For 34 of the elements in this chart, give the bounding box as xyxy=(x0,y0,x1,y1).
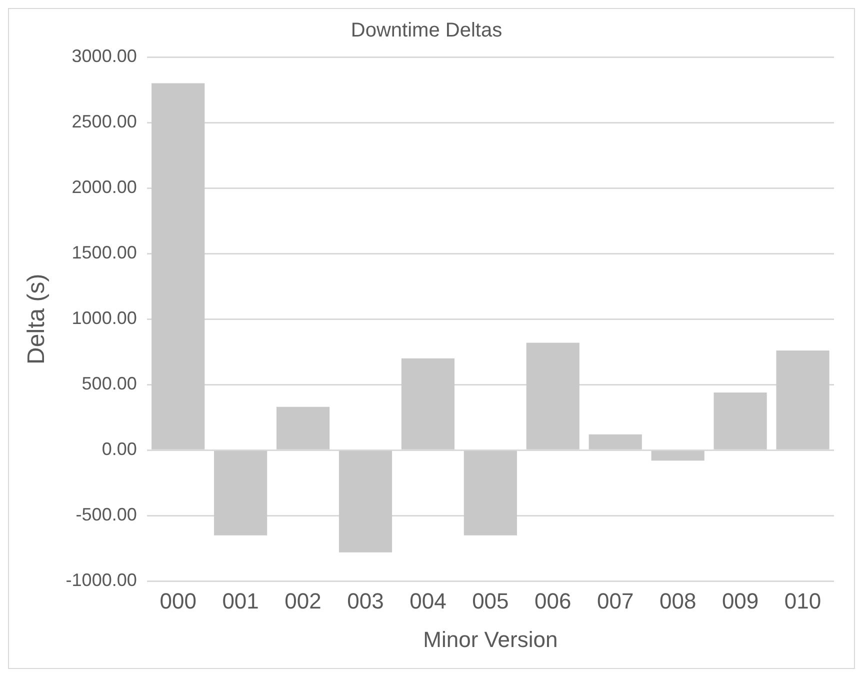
y-tick-label: 500.00 xyxy=(82,374,137,394)
bar xyxy=(152,83,205,450)
y-axis-title: Delta (s) xyxy=(23,274,50,364)
x-tick-label: 003 xyxy=(347,588,384,614)
x-tick-label: 010 xyxy=(784,588,822,614)
bar xyxy=(776,350,830,450)
bar xyxy=(401,358,455,450)
bar xyxy=(588,434,642,450)
x-tick-label: 007 xyxy=(597,588,634,614)
x-tick-label: 005 xyxy=(472,588,509,614)
bar xyxy=(338,450,392,552)
bar xyxy=(214,450,268,536)
y-tick-label: 1500.00 xyxy=(72,242,137,263)
x-tick-label: 006 xyxy=(534,588,572,614)
x-tick-label: 000 xyxy=(160,588,196,614)
x-tick-label: 002 xyxy=(284,588,322,614)
y-tick-label: -500.00 xyxy=(76,504,137,525)
y-tick-label: 2500.00 xyxy=(72,111,137,132)
y-tick-label: 1000.00 xyxy=(72,308,137,328)
x-axis-title: Minor Version xyxy=(423,626,558,652)
y-tick-label: 2000.00 xyxy=(72,177,137,198)
bar xyxy=(651,450,704,461)
chart-title: Downtime Deltas xyxy=(350,20,502,42)
x-tick-label: 009 xyxy=(722,588,759,614)
x-tick-label: 004 xyxy=(410,588,446,614)
y-tick-label: -1000.00 xyxy=(66,570,137,590)
x-tick-label: 008 xyxy=(659,588,696,614)
x-tick-label: 001 xyxy=(222,588,259,614)
bar xyxy=(526,342,580,450)
bar xyxy=(276,406,330,450)
bar xyxy=(714,392,767,450)
y-tick-label: 3000.00 xyxy=(72,46,137,66)
bar xyxy=(464,450,517,536)
y-tick-label: 0.00 xyxy=(102,439,137,460)
